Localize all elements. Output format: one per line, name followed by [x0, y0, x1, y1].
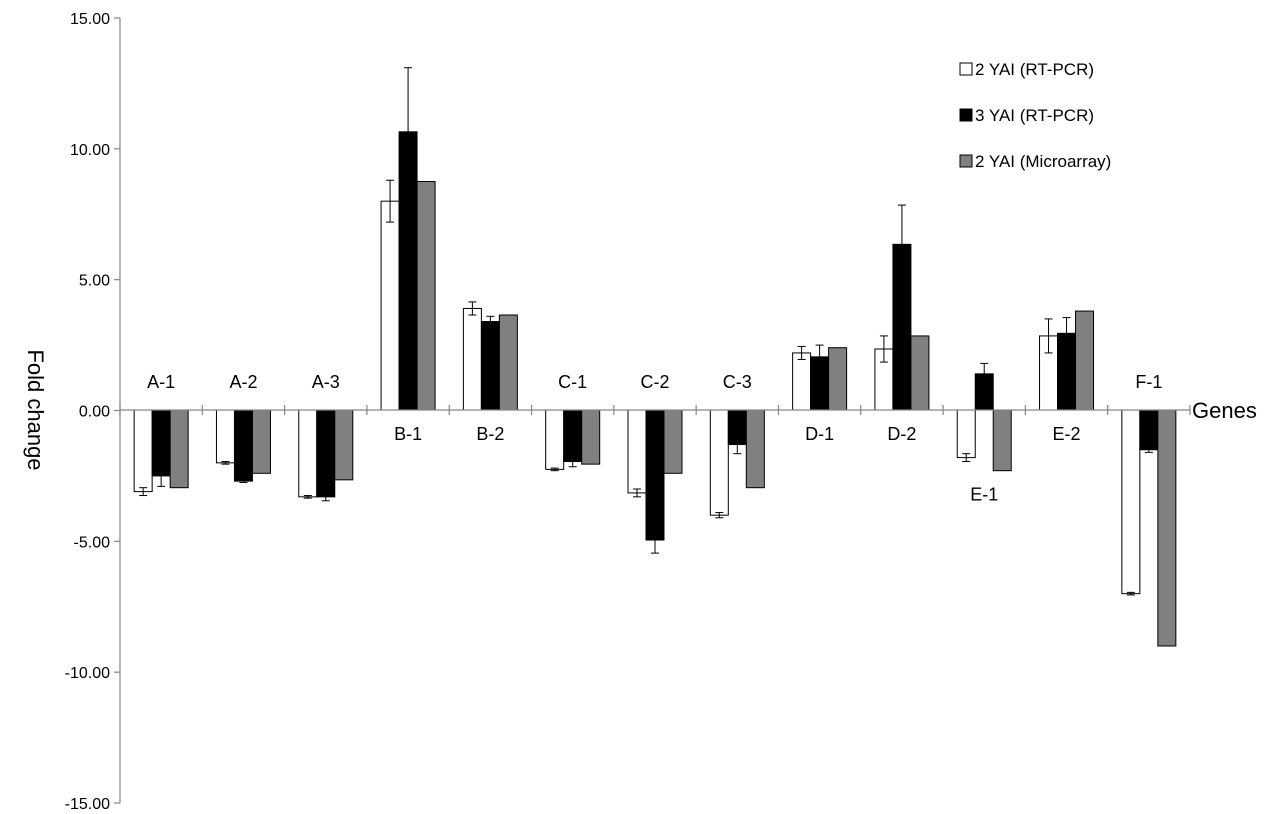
bar-a-2-series-1	[215, 409, 235, 464]
y-tick-label: 10.00	[70, 142, 110, 159]
legend-label-2: 3 YAI (RT-PCR)	[975, 106, 1094, 125]
bar-a-1-series-3	[169, 409, 189, 489]
bar-b-1-series-1	[380, 200, 400, 411]
bar-a-3-series-3	[334, 409, 354, 481]
bar-c-1-series-3	[581, 409, 601, 465]
bar-e-1-series-1	[956, 409, 976, 459]
bar-b-2-series-1	[462, 307, 482, 411]
x-axis-title: Genes	[1192, 398, 1257, 423]
category-label-f-1: F-1	[1135, 372, 1162, 392]
bar-c-2-series-1	[627, 409, 647, 494]
bar-a-3-series-1	[298, 409, 318, 498]
category-labels-layer: A-1 A-2 A-3 B-1 B-2 C-1 C-2 C-3 D-1 D-2 E-1 E-2 F-1	[147, 372, 1162, 505]
bar-b-1-series-3	[416, 181, 436, 411]
y-tick-label: -10.00	[65, 665, 110, 682]
bar-c-1-series-1	[545, 409, 565, 470]
legend-label-1: 2 YAI (RT-PCR)	[975, 60, 1094, 79]
bar-f-1-series-3	[1157, 409, 1177, 647]
axes-layer: 15.00 10.00 5.00 0.00 -5.00 -10.00 -15.00	[65, 11, 1191, 813]
bar-d-1-series-3	[828, 347, 848, 411]
bar-d-2-series-3	[910, 335, 930, 411]
category-label-a-2: A-2	[229, 372, 257, 392]
y-tick-label: 5.00	[79, 273, 110, 290]
bar-e-1-series-3	[992, 409, 1012, 472]
error-bars-layer	[139, 67, 1153, 596]
category-label-d-2: D-2	[887, 424, 916, 444]
category-label-e-2: E-2	[1053, 424, 1081, 444]
category-label-c-3: C-3	[723, 372, 752, 392]
legend-swatch-3	[959, 154, 973, 168]
y-tick-label: -5.00	[74, 534, 111, 551]
category-label-e-1: E-1	[970, 485, 998, 505]
category-label-b-1: B-1	[394, 424, 422, 444]
category-label-d-1: D-1	[805, 424, 834, 444]
category-label-c-1: C-1	[558, 372, 587, 392]
category-label-b-2: B-2	[476, 424, 504, 444]
category-label-a-1: A-1	[147, 372, 175, 392]
legend: 2 YAI (RT-PCR) 3 YAI (RT-PCR) 2 YAI (Micro…	[959, 60, 1111, 171]
legend-swatch-1	[959, 62, 973, 76]
category-label-a-3: A-3	[312, 372, 340, 392]
bar-f-1-series-1	[1121, 409, 1141, 595]
bar-b-2-series-3	[498, 314, 518, 411]
bar-a-2-series-2	[233, 409, 253, 482]
category-label-c-2: C-2	[640, 372, 669, 392]
legend-swatch-2	[959, 108, 973, 122]
bar-c-3-series-1	[709, 409, 729, 516]
y-tick-label: 0.00	[79, 404, 110, 421]
bar-c-2-series-3	[663, 409, 683, 474]
bar-d-1-series-1	[792, 352, 812, 411]
bar-a-1-series-1	[133, 409, 153, 493]
bar-c-3-series-3	[745, 409, 765, 489]
y-axis-title: Fold change	[23, 349, 48, 470]
bars-layer	[133, 131, 1177, 647]
y-tick-label: 15.00	[70, 11, 110, 28]
y-tick-label: -15.00	[65, 796, 110, 813]
bar-c-1-series-2	[563, 409, 583, 463]
bar-a-3-series-2	[316, 409, 336, 498]
bar-b-2-series-2	[480, 321, 500, 411]
bar-a-2-series-3	[251, 409, 271, 474]
bar-e-2-series-3	[1075, 310, 1095, 411]
bar-f-1-series-2	[1139, 409, 1159, 451]
bar-c-2-series-2	[645, 409, 665, 541]
legend-label-3: 2 YAI (Microarray)	[975, 152, 1111, 171]
